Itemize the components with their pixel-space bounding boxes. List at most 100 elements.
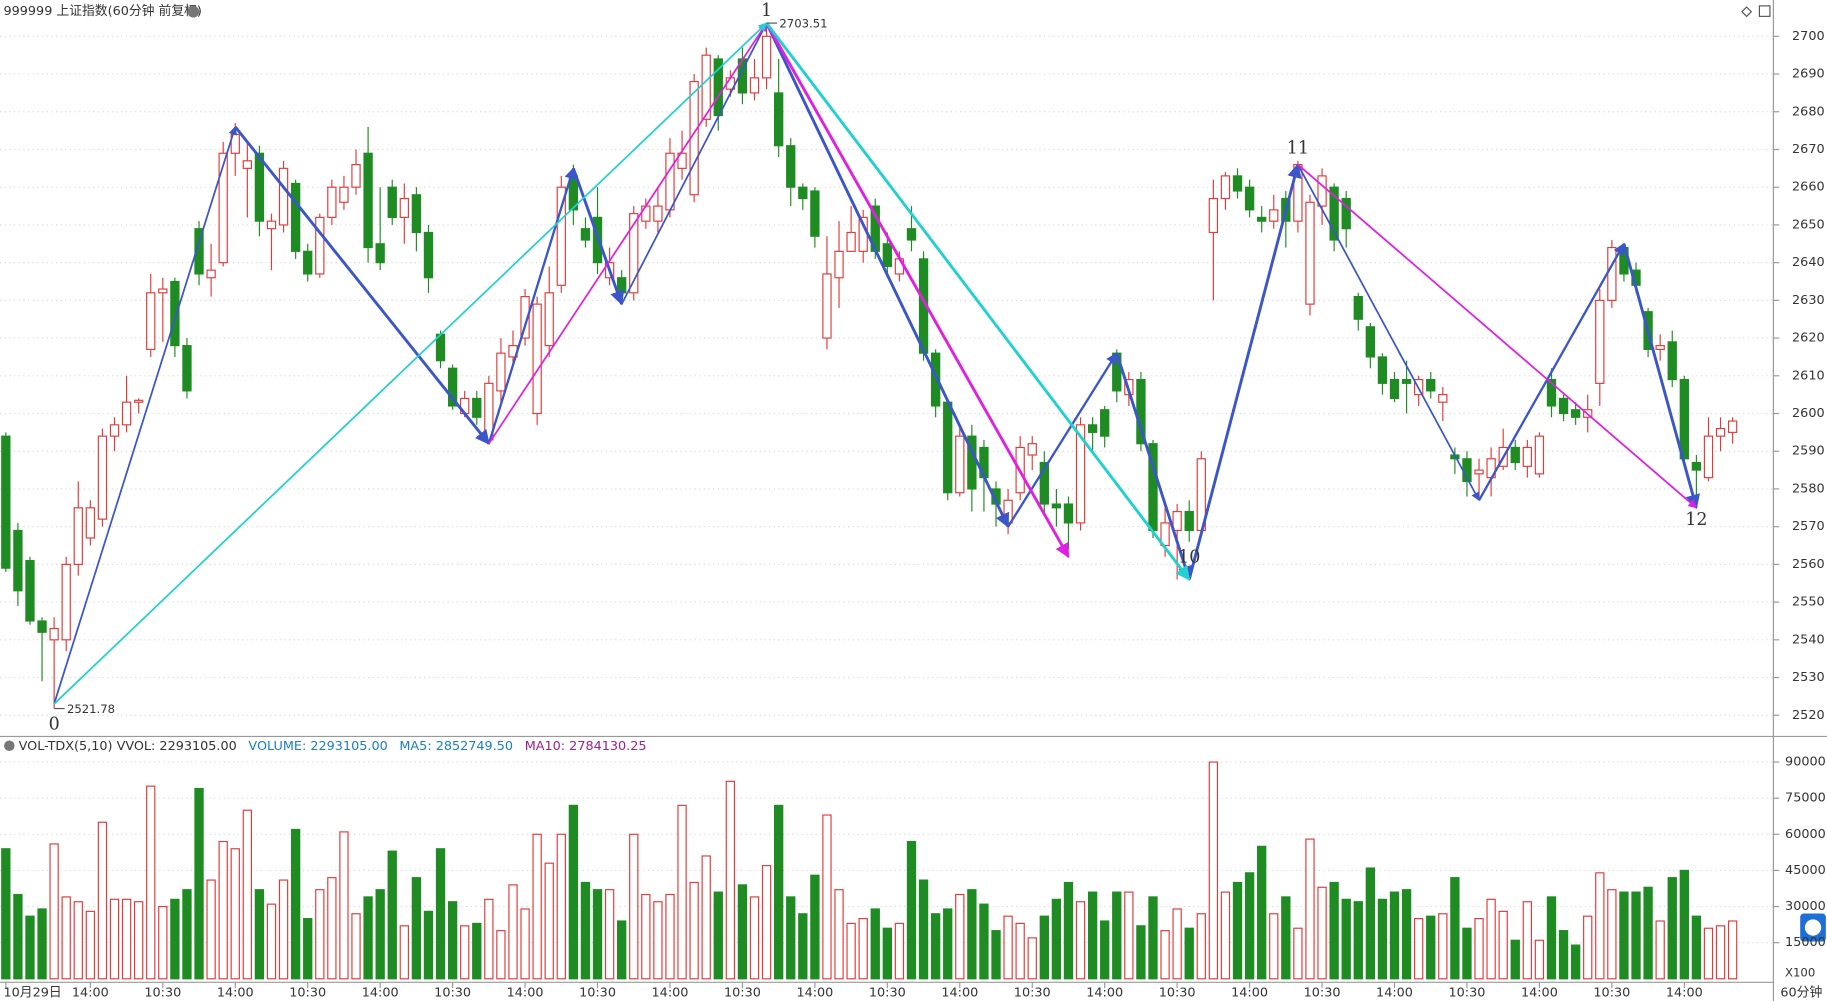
volume-bar [496, 930, 506, 980]
volume-bar [749, 896, 760, 980]
x-tick-label: 10:30 [434, 985, 471, 1000]
volume-bar [1112, 891, 1122, 980]
candle-body [786, 145, 796, 188]
trend-line [765, 22, 1070, 559]
y-tick-label: 2540 [1792, 632, 1825, 647]
extreme-label: 2703.51 [779, 17, 827, 31]
volume-bar [399, 925, 409, 980]
x-tick-label: 14:00 [796, 985, 833, 1000]
candle-body [677, 152, 687, 169]
candle-body [1558, 397, 1569, 415]
volume-bar [1558, 930, 1569, 980]
volume-bar [1534, 939, 1545, 980]
candle-body [242, 160, 252, 169]
y-tick-label: 30000 [1785, 899, 1826, 914]
volume-bar [629, 833, 639, 980]
volume-bar [870, 908, 880, 980]
candle-body [1317, 175, 1327, 207]
x-tick-label: 14:00 [72, 985, 109, 1000]
volume-bar [1075, 901, 1086, 980]
volume-bar [1691, 915, 1702, 980]
window-icon[interactable] [1758, 5, 1771, 17]
volume-bar [37, 908, 47, 980]
candle-body [1341, 197, 1351, 230]
candle-body [930, 352, 941, 407]
volume-bar [73, 901, 83, 980]
volume-bar [1341, 898, 1351, 980]
volume-bar [1329, 881, 1339, 980]
x-tick-label: 10:30 [1159, 985, 1196, 1000]
volume-bar [810, 874, 820, 980]
trend-line [234, 125, 490, 445]
trend-line [1187, 163, 1302, 580]
x-tick-label: 14:00 [1086, 985, 1123, 1000]
trend-line [765, 22, 1010, 528]
candle-body [1727, 420, 1738, 433]
candle-body [1474, 469, 1484, 475]
volume-bar [943, 908, 953, 980]
x-tick-label: 10:30 [579, 985, 616, 1000]
volume-bar [1377, 898, 1388, 980]
volume-bar [1039, 915, 1049, 980]
candle-body [1208, 197, 1219, 234]
volume-bar [1003, 915, 1013, 980]
y-tick-label: 75000 [1785, 791, 1826, 806]
candle-body [1353, 296, 1363, 320]
candle-body [1389, 378, 1400, 400]
x-tick-label: 10:30 [144, 985, 181, 1000]
y-tick-label: 2650 [1792, 217, 1825, 232]
y-tick-label: 2630 [1792, 293, 1825, 308]
candle-body [49, 627, 59, 641]
x-tick-label: 14:00 [941, 985, 978, 1000]
volume-bar [1462, 927, 1472, 980]
volume-bar [218, 840, 228, 980]
volume-bar [1269, 913, 1279, 980]
x-tick-label: 14:00 [507, 985, 544, 1000]
y-tick-label: 2640 [1792, 255, 1825, 270]
volume-bar [617, 920, 627, 980]
volume-bar [278, 879, 289, 980]
trend-line [488, 22, 768, 445]
title-menu-icon[interactable] [187, 5, 200, 18]
volume-bar [604, 889, 615, 980]
candle-body [1715, 428, 1726, 437]
candle-body [146, 292, 156, 350]
candle-body [822, 273, 832, 339]
y-tick-label: 60000 [1785, 827, 1826, 842]
y-tick-label: 2610 [1792, 368, 1825, 383]
x-tick-label: 14:00 [1521, 985, 1558, 1000]
candle-body [109, 424, 120, 437]
volume-bar [906, 840, 917, 980]
x-tick-label: 14:00 [362, 985, 399, 1000]
volume-bar [677, 804, 687, 980]
volume-bar [133, 901, 144, 980]
candle-body [375, 243, 385, 264]
volume-bar [1522, 901, 1532, 980]
volume-bar [1474, 918, 1484, 980]
chart-title: 999999 上证指数(60分钟 前复权) [3, 3, 201, 19]
volume-bar [592, 889, 603, 980]
volume-menu-icon[interactable] [4, 740, 15, 752]
trend-line [1297, 163, 1698, 509]
candle-body [351, 163, 361, 188]
candle-body [532, 303, 542, 415]
volume-bar [1281, 896, 1291, 980]
volume-bar [737, 884, 748, 980]
volume-bar [146, 785, 156, 980]
candle-body [194, 228, 204, 275]
volume-bar [315, 889, 325, 980]
volume-bar [846, 922, 856, 980]
candle-body [882, 243, 892, 267]
volume-bar [351, 913, 361, 980]
candle-body [943, 401, 953, 494]
volume-bar [1655, 920, 1665, 980]
volume-bar [1498, 910, 1508, 980]
volume-bar [1715, 925, 1726, 980]
candle-body [158, 288, 168, 294]
y-tick-label: 2580 [1792, 481, 1825, 496]
volume-bar [206, 879, 216, 980]
volume-bar [230, 848, 240, 980]
volume-title: VOL-TDX(5,10) VVOL: 2293105.00 [19, 738, 237, 753]
volume-bar [1438, 913, 1448, 980]
draw-tool-icon[interactable] [1741, 6, 1753, 18]
